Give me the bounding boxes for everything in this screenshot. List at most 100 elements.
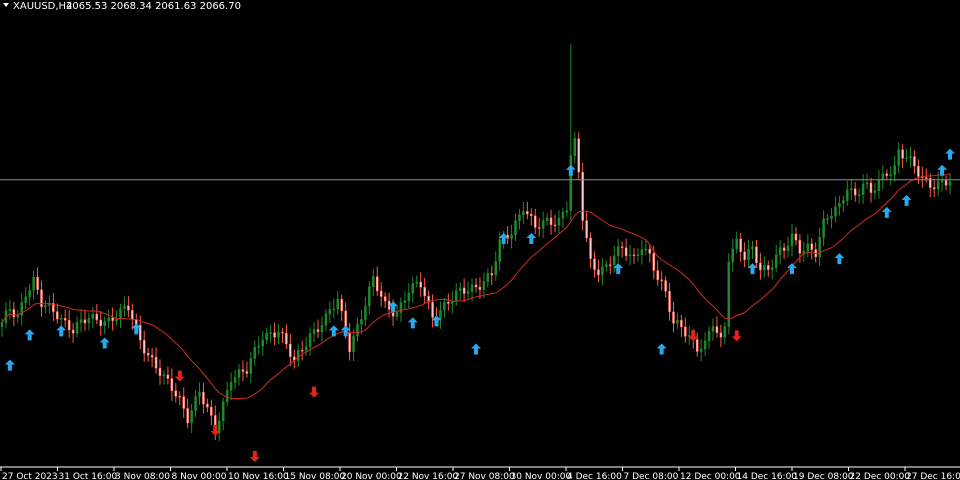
candle	[12, 301, 16, 327]
candle	[873, 183, 877, 200]
candle-body	[526, 211, 529, 215]
candle-body	[103, 320, 106, 327]
candle	[320, 316, 324, 342]
arrow-up-icon	[340, 325, 351, 337]
candle	[672, 301, 675, 333]
candle	[482, 272, 486, 299]
candle-body	[838, 203, 841, 208]
candle-body	[648, 248, 652, 254]
candle	[948, 173, 952, 195]
candle	[36, 267, 39, 295]
candle-body	[304, 346, 308, 351]
candle-body	[636, 254, 640, 256]
candle	[668, 282, 671, 321]
candle-body	[620, 246, 624, 248]
axis-tick-label: 22 Nov 16:00	[398, 472, 459, 480]
candle-body	[158, 367, 162, 376]
candle	[44, 300, 47, 314]
symbol-label: XAUUSD,H4	[13, 1, 72, 12]
candle-body	[913, 156, 916, 167]
candle	[103, 316, 106, 334]
candle	[403, 291, 407, 310]
candle	[838, 195, 841, 216]
candle	[573, 131, 576, 164]
candle	[715, 316, 719, 338]
candle	[624, 238, 628, 261]
candle-body	[850, 188, 853, 191]
candle-body	[28, 290, 31, 298]
candle	[364, 296, 367, 327]
candle	[869, 177, 873, 203]
arrow-up-icon	[4, 359, 15, 371]
candle-body	[170, 378, 174, 392]
candle-body	[917, 165, 920, 177]
candle	[356, 318, 359, 342]
candle-body	[162, 374, 166, 377]
candle-body	[352, 335, 355, 353]
candle-body	[87, 318, 91, 324]
candle-body	[869, 182, 873, 193]
candle	[439, 301, 442, 329]
candle-body	[443, 301, 446, 311]
candle-body	[723, 326, 727, 338]
candle	[763, 256, 766, 278]
candle	[95, 304, 99, 325]
time-axis: 27 Oct 2023 31 Oct 16:003 Nov 08:00 8 Nov …	[0, 466, 960, 480]
candle	[597, 259, 600, 283]
candle	[834, 196, 837, 223]
arrow-down-icon	[249, 450, 260, 462]
candle	[889, 165, 892, 186]
candle	[767, 260, 770, 277]
candle-body	[660, 279, 663, 282]
candle	[166, 366, 170, 385]
arrow-up-icon	[881, 206, 892, 218]
candle-body	[905, 157, 908, 160]
candle-body	[573, 138, 576, 156]
triangle-down-icon[interactable]	[3, 3, 9, 7]
candle-body	[336, 299, 339, 310]
candle	[636, 248, 640, 262]
candle-body	[514, 220, 517, 235]
candle-body	[348, 332, 351, 353]
candle-body	[846, 189, 849, 201]
candle-body	[727, 261, 731, 327]
candle	[656, 260, 659, 286]
candle-body	[771, 267, 774, 270]
candle-body	[794, 233, 798, 241]
candle-body	[822, 218, 825, 238]
candle	[462, 278, 466, 303]
candle-body	[581, 171, 584, 221]
candle	[265, 328, 268, 345]
candle	[865, 173, 869, 190]
candle-body	[739, 238, 742, 253]
arrow-up-icon	[99, 337, 110, 349]
candle-body	[470, 284, 474, 292]
candle-body	[229, 382, 233, 391]
candle-body	[174, 390, 178, 397]
candle	[24, 287, 27, 309]
candle-body	[881, 173, 885, 181]
candle-body	[494, 261, 497, 276]
candle	[40, 280, 43, 317]
candle	[300, 340, 304, 361]
candle	[83, 310, 87, 331]
candle	[842, 195, 845, 213]
candle-body	[249, 358, 253, 374]
candle-body	[664, 280, 667, 292]
candle	[620, 241, 624, 258]
candle-body	[767, 265, 770, 270]
candle-body	[929, 177, 932, 188]
axis-tick-label: 10 Nov 16:00	[228, 472, 289, 480]
candle	[510, 224, 513, 249]
candle	[585, 211, 588, 243]
candle	[778, 239, 782, 265]
candle-body	[253, 347, 257, 359]
candle-body	[44, 305, 47, 308]
candle	[739, 233, 742, 262]
candle	[613, 245, 616, 273]
candle	[494, 251, 497, 281]
candle-body	[8, 309, 12, 311]
candle-body	[439, 309, 442, 320]
candle-body	[806, 243, 810, 252]
